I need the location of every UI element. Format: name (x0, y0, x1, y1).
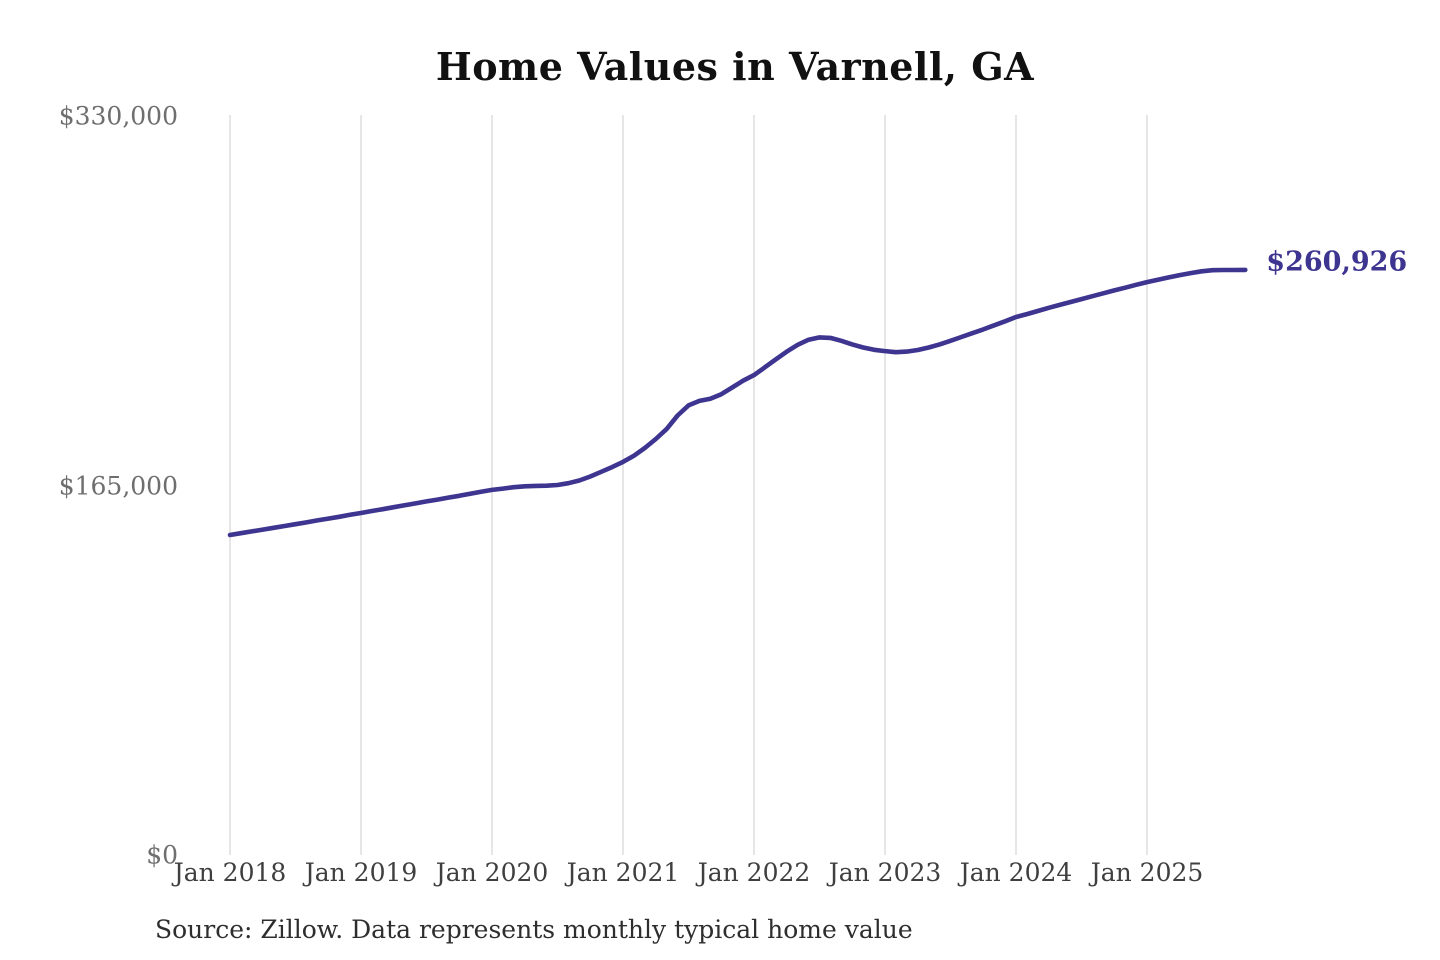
x-tick-jan-2024: Jan 2024 (959, 858, 1073, 887)
x-tick-jan-2021: Jan 2021 (566, 858, 680, 887)
y-tick-330000: $330,000 (58, 101, 178, 131)
x-tick-jan-2019: Jan 2019 (304, 858, 418, 887)
latest-value-label: $260,926 (1266, 246, 1408, 278)
x-tick-jan-2025: Jan 2025 (1090, 858, 1204, 887)
x-tick-jan-2022: Jan 2022 (697, 858, 811, 887)
y-tick-165000: $165,000 (58, 471, 178, 501)
x-tick-jan-2018: Jan 2018 (173, 858, 287, 887)
chart-title: Home Values in Varnell, GA (435, 44, 1035, 89)
y-tick-0: $0 (146, 840, 178, 870)
x-tick-jan-2020: Jan 2020 (435, 858, 549, 887)
home-value-line (227, 267, 1248, 538)
source-note: Source: Zillow. Data represents monthly … (155, 915, 913, 944)
x-tick-jan-2023: Jan 2023 (828, 858, 942, 887)
